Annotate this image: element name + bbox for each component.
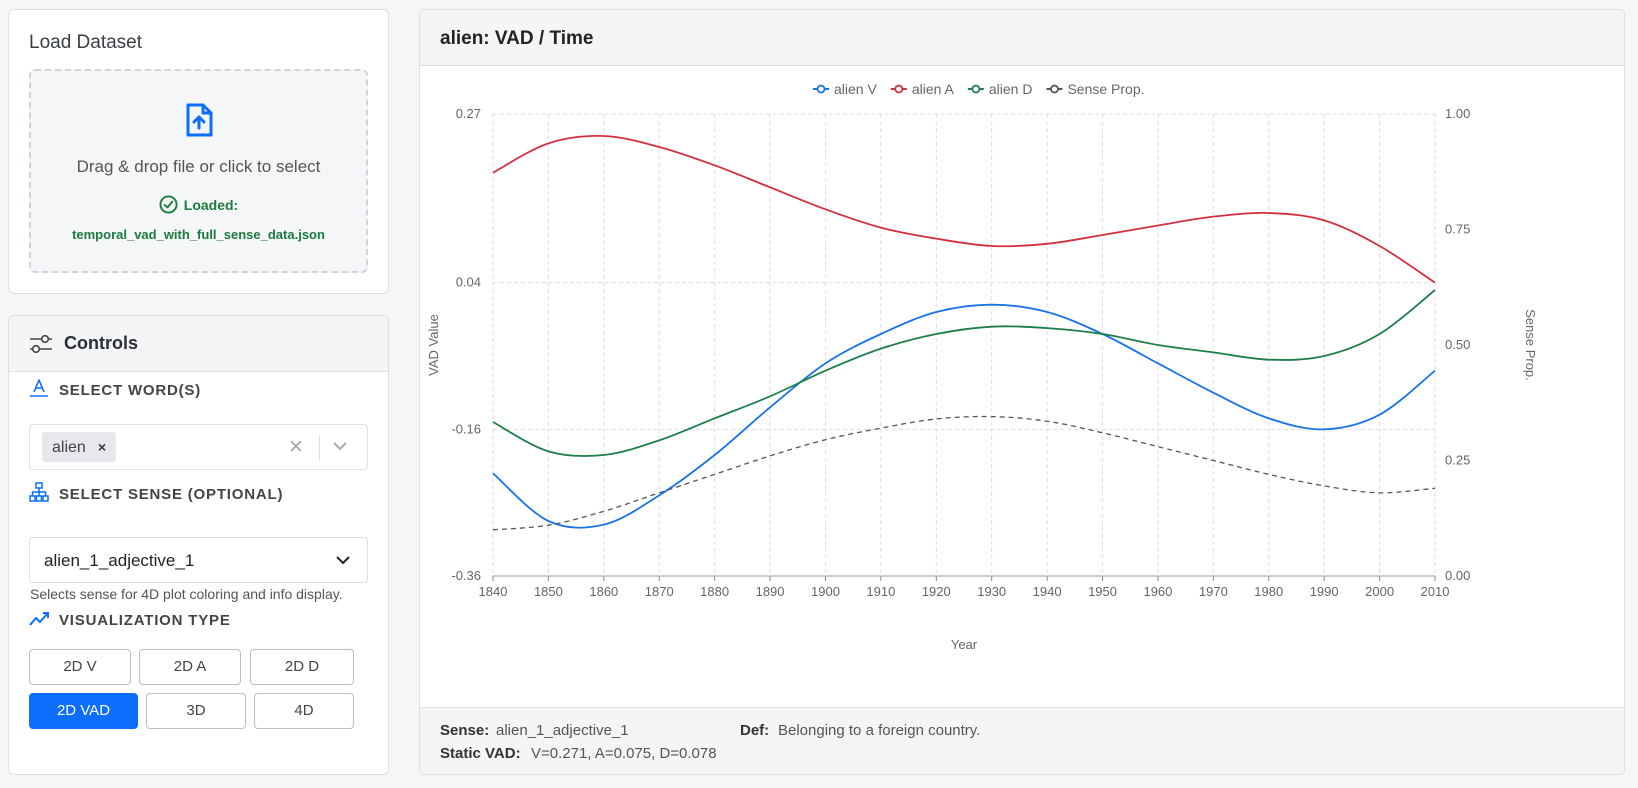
loaded-file-name: temporal_vad_with_full_sense_data.json <box>72 227 325 242</box>
legend-label: alien A <box>912 81 955 97</box>
sense-select[interactable]: alien_1_adjective_1 <box>29 537 368 583</box>
legend-marker-dot <box>1050 84 1059 94</box>
y-axis-title: VAD Value <box>426 314 441 376</box>
x-tick-label: 1970 <box>1199 584 1228 599</box>
file-dropzone[interactable]: Drag & drop file or click to select Load… <box>29 69 368 273</box>
x-tick-label: 1940 <box>1033 584 1062 599</box>
vad-time-chart: 1840 1850 1860 1870 1880 1890 1900 1910 1920 1930… <box>426 81 1538 652</box>
word-chip-label: alien <box>52 439 86 456</box>
legend-label: alien V <box>834 81 877 97</box>
chart-card: alien: VAD / Time 1840 1850 1860 1870 1880 18… <box>419 9 1625 775</box>
y2-tick-label: 1.00 <box>1445 106 1470 121</box>
chart-title: alien: VAD / Time <box>440 28 594 49</box>
y2-tick-label: 0.25 <box>1445 453 1470 468</box>
select-words-label: SELECT WORD(S) <box>29 378 201 399</box>
x-tick-label: 1900 <box>811 584 840 599</box>
select-sense-text: SELECT SENSE (OPTIONAL) <box>59 486 284 503</box>
x-tick-label: 1930 <box>977 584 1006 599</box>
font-icon <box>30 379 48 397</box>
x-tick-label: 1960 <box>1143 584 1172 599</box>
x-tick-label: 1950 <box>1088 584 1117 599</box>
legend-label: alien D <box>989 81 1033 97</box>
y-tick-label: -0.16 <box>451 421 481 436</box>
y-tick-label: 0.27 <box>456 106 481 121</box>
y2-tick-label: 0.00 <box>1445 568 1470 583</box>
load-dataset-title: Load Dataset <box>29 32 143 53</box>
sliders-icon <box>30 334 52 354</box>
x-tick-label: 1840 <box>479 584 508 599</box>
line-chart-icon <box>29 612 49 626</box>
legend-marker-dot <box>971 84 981 94</box>
static-vad-value: V=0.271, A=0.075, D=0.078 <box>531 745 717 762</box>
x-axis-title: Year <box>951 637 978 652</box>
visualization-type-label: VISUALIZATION TYPE <box>29 610 231 629</box>
word-multiselect[interactable]: alien × ✕ <box>29 424 368 470</box>
viz-button-3d[interactable]: 3D <box>146 693 246 729</box>
select-sense-label: SELECT SENSE (OPTIONAL) <box>29 482 283 503</box>
static-vad-label: Static VAD: <box>440 745 521 762</box>
file-upload-icon <box>186 103 213 137</box>
sense-select-value: alien_1_adjective_1 <box>44 551 195 570</box>
chevron-down-icon[interactable] <box>332 438 348 454</box>
y-tick-label: 0.04 <box>456 275 481 290</box>
clear-icon[interactable]: ✕ <box>288 437 304 458</box>
loaded-label: Loaded: <box>183 197 239 213</box>
load-dataset-card: Load Dataset Drag & drop file or click t… <box>8 9 389 294</box>
viz-button-2d-vad[interactable]: 2D VAD <box>29 693 138 729</box>
sitemap-icon <box>29 482 49 502</box>
sense-help-text: Selects sense for 4D plot coloring and i… <box>30 586 343 602</box>
viz-button-2d-v[interactable]: 2D V <box>29 649 131 685</box>
check-circle-icon <box>159 195 178 214</box>
sense-info-footer: Sense: alien_1_adjective_1 Def: Belongin… <box>420 707 1624 774</box>
loaded-status: Loaded: <box>31 195 366 214</box>
x-tick-label: 1860 <box>589 584 618 599</box>
series-line-alien-a <box>492 134 1436 284</box>
x-tick-label: 1920 <box>922 584 951 599</box>
viz-button-4d[interactable]: 4D <box>254 693 354 729</box>
chart-header: alien: VAD / Time <box>420 10 1624 66</box>
chevron-down-icon <box>336 556 350 565</box>
controls-card: Controls SELECT WORD(S) alien × ✕ SELECT … <box>8 315 389 775</box>
x-tick-label: 2010 <box>1421 584 1450 599</box>
select-words-text: SELECT WORD(S) <box>59 382 202 399</box>
x-tick-label: 1990 <box>1310 584 1339 599</box>
visualization-type-text: VISUALIZATION TYPE <box>59 612 231 629</box>
viz-button-2d-a[interactable]: 2D A <box>139 649 241 685</box>
controls-title: Controls <box>64 333 138 353</box>
definition-value: Belonging to a foreign country. <box>778 722 981 739</box>
remove-chip-icon[interactable]: × <box>97 439 106 455</box>
controls-header: Controls <box>9 316 388 372</box>
y2-tick-label: 0.50 <box>1445 337 1470 352</box>
x-tick-label: 1880 <box>700 584 729 599</box>
viz-button-2d-d[interactable]: 2D D <box>250 649 354 685</box>
sense-info-value: alien_1_adjective_1 <box>496 722 629 739</box>
legend-marker-dot <box>816 84 826 94</box>
legend-label: Sense Prop. <box>1067 81 1144 97</box>
dropzone-text: Drag & drop file or click to select <box>76 157 321 176</box>
x-tick-label: 1870 <box>645 584 674 599</box>
series-line-sense-prop <box>492 415 1436 531</box>
word-chip: alien × <box>42 432 116 462</box>
select-separator <box>319 435 320 460</box>
series-line-alien-d <box>492 289 1436 457</box>
y2-axis-title: Sense Prop. <box>1523 309 1538 381</box>
y2-tick-label: 0.75 <box>1445 222 1470 237</box>
x-tick-label: 1850 <box>534 584 563 599</box>
definition-label: Def: <box>740 722 770 739</box>
y-tick-label: -0.36 <box>451 568 481 583</box>
x-tick-label: 2000 <box>1365 584 1394 599</box>
sense-info-label: Sense: <box>440 722 490 739</box>
x-tick-label: 1910 <box>866 584 895 599</box>
series-line-alien-v <box>492 303 1436 529</box>
x-tick-label: 1980 <box>1254 584 1283 599</box>
x-tick-label: 1890 <box>756 584 785 599</box>
legend-marker-dot <box>894 84 904 94</box>
